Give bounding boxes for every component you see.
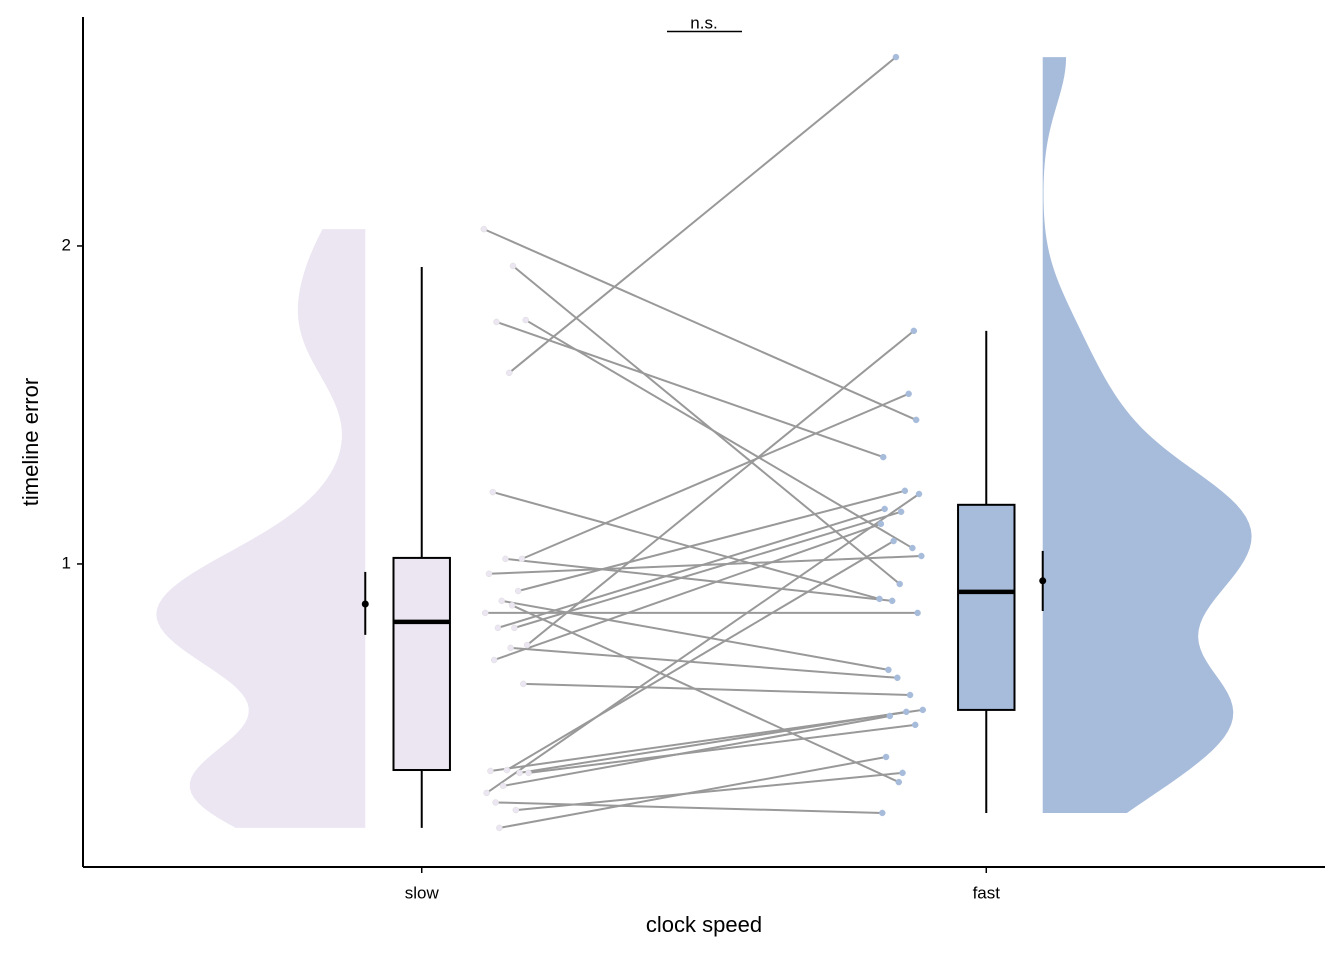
density	[1042, 57, 1252, 813]
data-point	[903, 708, 910, 716]
pair-line	[528, 723, 916, 774]
data-point	[896, 580, 903, 588]
data-point	[914, 609, 921, 617]
x-tick-label: slow	[405, 883, 440, 902]
data-point	[905, 390, 912, 398]
y-axis-label: timeline error	[18, 378, 43, 506]
y-tick-label: 1	[62, 553, 71, 572]
data-point	[490, 656, 498, 664]
pair-line	[514, 510, 902, 629]
data-point	[493, 318, 500, 326]
pair-line	[496, 321, 884, 459]
pair-line	[526, 330, 915, 646]
data-point	[492, 799, 499, 806]
data-point	[487, 767, 494, 775]
density	[156, 229, 366, 828]
data-point	[512, 806, 520, 814]
pair-line	[486, 493, 920, 794]
box	[392, 556, 451, 772]
data-point	[879, 809, 886, 817]
data-point	[496, 824, 503, 832]
data-point	[892, 53, 900, 61]
data-point	[879, 453, 887, 461]
data-point	[899, 769, 906, 777]
data-point	[906, 691, 914, 699]
data-point	[525, 769, 532, 777]
data-point	[897, 508, 905, 516]
data-point	[507, 644, 514, 652]
data-point	[494, 624, 502, 632]
data-point	[514, 587, 522, 595]
data-point	[876, 595, 883, 603]
data-point	[881, 505, 888, 513]
data-point	[502, 555, 509, 563]
annotation: n.s.	[690, 13, 717, 32]
data-point	[520, 680, 527, 688]
box	[957, 503, 1016, 711]
pair-line	[510, 646, 898, 679]
pair-line	[493, 522, 882, 661]
data-point	[915, 490, 923, 498]
data-point	[877, 520, 885, 528]
data-point	[480, 225, 488, 233]
data-point	[489, 488, 497, 496]
data-point	[912, 416, 920, 424]
data-point	[505, 369, 513, 377]
mean-point	[1039, 577, 1047, 585]
data-point	[522, 316, 529, 324]
pair-line	[502, 714, 891, 787]
data-point	[882, 753, 890, 761]
data-point	[485, 570, 493, 578]
pair-line	[525, 319, 913, 549]
data-point	[498, 597, 505, 605]
pair-line	[521, 392, 910, 560]
data-point	[909, 544, 916, 552]
pair-line	[495, 801, 883, 814]
data-point	[509, 262, 517, 270]
pair-line	[483, 228, 917, 421]
data-point	[885, 666, 892, 674]
data-point	[890, 537, 897, 545]
pair-line	[492, 491, 880, 600]
pair-line	[523, 682, 911, 696]
data-point	[508, 602, 516, 609]
data-point	[886, 712, 894, 720]
pair-line	[512, 265, 901, 585]
mean-point	[361, 600, 369, 608]
pair-line	[519, 710, 907, 774]
data-point	[523, 641, 531, 649]
data-point	[918, 552, 925, 560]
pair-line	[505, 557, 893, 602]
x-axis-label: clock speed	[646, 912, 762, 937]
y-tick-label: 2	[62, 235, 71, 254]
pair-line	[508, 56, 897, 374]
x-tick-label: fast	[973, 883, 1001, 902]
data-point	[499, 782, 507, 790]
data-point	[516, 769, 523, 777]
data-point	[503, 766, 511, 774]
data-point	[888, 597, 896, 605]
data-point	[910, 327, 918, 335]
data-point	[919, 706, 927, 714]
pair-line	[511, 604, 900, 784]
data-point	[481, 609, 489, 617]
pair-line	[517, 489, 906, 592]
data-point	[511, 624, 518, 632]
data-point	[894, 674, 901, 682]
data-point	[518, 555, 526, 563]
pair-line	[497, 507, 885, 629]
data-point	[483, 789, 490, 797]
data-point	[911, 721, 919, 729]
pair-line	[506, 540, 895, 771]
data-point	[895, 778, 903, 786]
data-point	[901, 487, 909, 495]
pair-line	[499, 755, 887, 829]
